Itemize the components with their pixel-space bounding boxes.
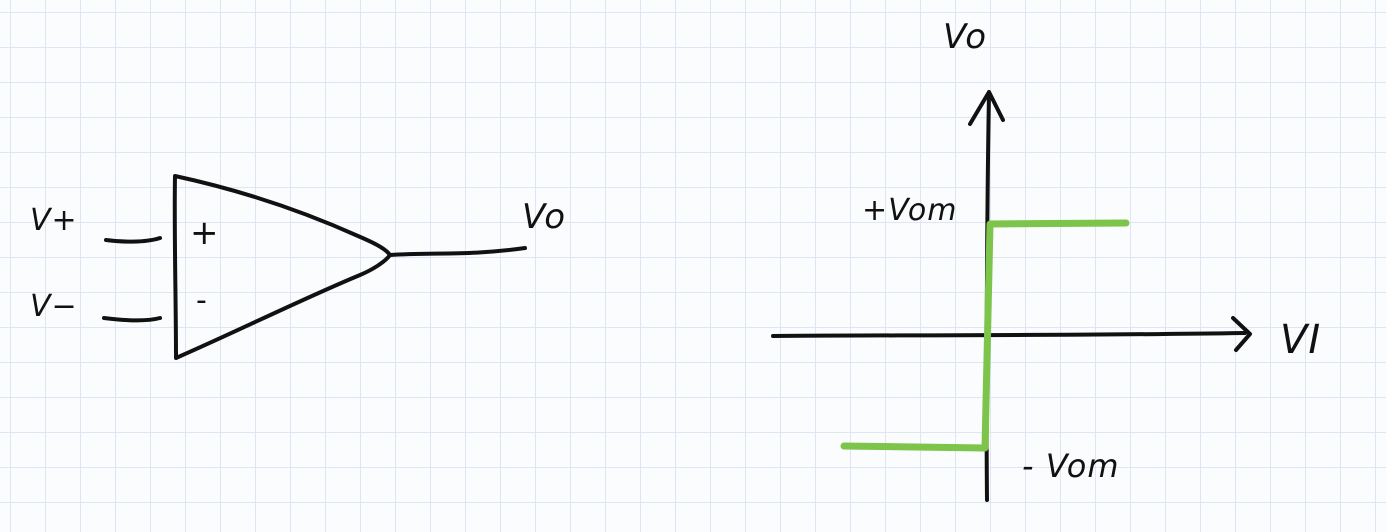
minus-input-wire	[102, 316, 162, 323]
inverting-sign: -	[196, 283, 208, 318]
opamp-triangle	[172, 174, 392, 360]
input-plus-label: V+	[30, 203, 78, 238]
plus-input-wire	[104, 236, 162, 244]
high-level-label: +Vom	[862, 193, 958, 228]
transfer-curve	[840, 219, 1130, 452]
opamp-output-label: Vo	[522, 197, 567, 237]
output-wire	[388, 246, 527, 257]
x-axis-label: VI	[1280, 317, 1322, 363]
x-axis-arrowhead	[1231, 316, 1252, 352]
noninverting-sign: +	[190, 213, 220, 253]
y-axis-label: Vo	[943, 17, 988, 57]
opamp-symbol	[102, 174, 527, 360]
low-level-label: - Vom	[1022, 447, 1120, 485]
x-axis	[771, 331, 1247, 338]
y-axis-arrowhead	[968, 90, 1005, 126]
input-minus-label: V−	[30, 289, 78, 324]
transfer-graph	[771, 90, 1252, 502]
